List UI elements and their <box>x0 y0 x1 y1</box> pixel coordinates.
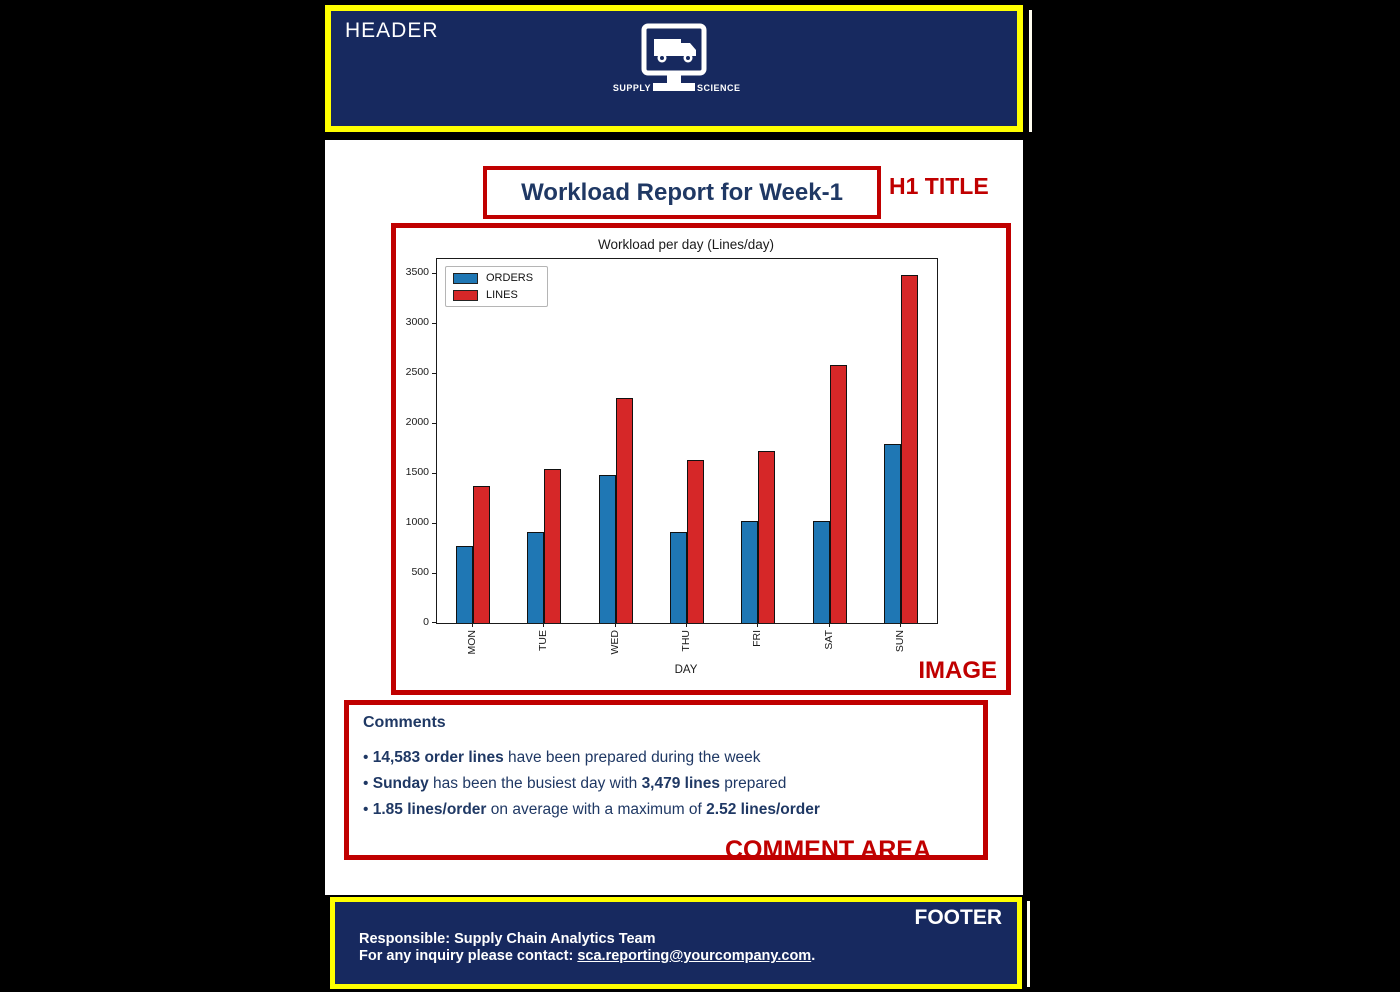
legend-entry-lines: LINES <box>453 289 533 301</box>
comment-bullet: • 1.85 lines/order on average with a max… <box>363 801 820 818</box>
header-label: HEADER <box>345 19 439 42</box>
y-tick-mark <box>432 473 437 474</box>
y-tick-mark <box>432 373 437 374</box>
image-annotation: IMAGE <box>918 657 997 684</box>
x-tick-mark <box>471 623 473 627</box>
y-tick-mark <box>432 622 437 623</box>
x-tick-mon: MON <box>436 623 507 663</box>
legend-entry-orders: ORDERS <box>453 272 533 284</box>
header-shadow-artifact <box>1029 10 1032 132</box>
footer-text: Responsible: Supply Chain Analytics Team… <box>359 931 815 965</box>
chart-legend: ORDERS LINES <box>445 266 549 307</box>
y-tick-mark <box>432 573 437 574</box>
comment-area-annotation: COMMENT AREA <box>725 836 932 864</box>
x-tick-label: THU <box>679 630 692 652</box>
bar-orders-tue <box>527 532 545 623</box>
x-tick-tue: TUE <box>507 623 578 663</box>
footer-shadow-artifact <box>1027 901 1030 987</box>
report-body: Workload Report for Week-1 H1 TITLE Work… <box>325 140 1023 895</box>
y-tick-label: 2500 <box>405 366 429 378</box>
bar-lines-sat <box>829 364 847 623</box>
footer-label: FOOTER <box>914 906 1003 929</box>
chart-title: Workload per day (Lines/day) <box>597 237 775 252</box>
bar-orders-sun <box>884 444 902 623</box>
y-tick-label: 3000 <box>405 316 429 328</box>
legend-label: LINES <box>486 289 518 301</box>
bar-group-sat <box>794 364 865 623</box>
comments-box: Comments • 14,583 order lines have been … <box>344 700 988 860</box>
bar-group-thu <box>651 459 722 623</box>
chart-image-box: Workload per day (Lines/day) ORDERS LINES… <box>391 223 1011 695</box>
footer-panel: FOOTER Responsible: Supply Chain Analyti… <box>330 897 1022 989</box>
chart-plot: ORDERS LINES 0 500 1000 1500 2000 2500 3000 3500 <box>406 258 938 628</box>
bar-lines-tue <box>544 468 562 623</box>
x-tick-mark <box>614 623 616 627</box>
bar-group-sun <box>866 275 937 623</box>
supply-science-logo: SUPPLY SCIENCE <box>613 23 741 93</box>
legend-swatch-orders <box>453 272 478 284</box>
y-tick-mark <box>432 323 437 324</box>
bar-orders-thu <box>669 532 687 623</box>
y-tick-label: 1500 <box>405 466 429 478</box>
bar-lines-mon <box>472 486 490 623</box>
report-title: Workload Report for Week-1 <box>521 178 843 206</box>
x-tick-thu: THU <box>650 623 721 663</box>
bar-lines-sun <box>901 275 919 623</box>
chart-xlabels: MON TUE WED THU FRI SAT SUN <box>436 623 936 663</box>
x-tick-wed: WED <box>579 623 650 663</box>
comments-heading: Comments <box>363 714 446 731</box>
bar-lines-fri <box>758 450 776 623</box>
x-tick-fri: FRI <box>722 623 793 663</box>
report-title-box: Workload Report for Week-1 <box>483 166 881 219</box>
legend-label: ORDERS <box>486 272 534 284</box>
bar-lines-wed <box>615 398 633 623</box>
comments-list: • 14,583 order lines have been prepared … <box>363 745 969 823</box>
y-tick-label: 2000 <box>405 416 429 428</box>
x-tick-sun: SUN <box>865 623 936 663</box>
x-tick-label: WED <box>608 630 621 655</box>
y-tick-mark <box>432 423 437 424</box>
bar-groups <box>437 259 937 623</box>
bar-group-wed <box>580 398 651 623</box>
x-tick-mark <box>828 623 830 627</box>
y-tick-mark <box>432 273 437 274</box>
chart-xaxis-label: DAY <box>674 664 698 676</box>
x-tick-label: MON <box>465 630 478 655</box>
comment-bullet: • 14,583 order lines have been prepared … <box>363 749 761 766</box>
bar-orders-fri <box>741 521 759 623</box>
x-tick-label: SUN <box>894 630 907 653</box>
logo-science-text: SCIENCE <box>697 83 741 93</box>
x-tick-mark <box>757 623 759 627</box>
bar-group-tue <box>508 468 579 623</box>
bar-lines-thu <box>686 459 704 623</box>
header-panel: HEADER SUPPLY SCIENCE <box>325 5 1023 132</box>
monitor-truck-icon <box>641 23 707 91</box>
x-tick-label: SAT <box>822 630 835 650</box>
x-tick-label: TUE <box>537 630 550 651</box>
bar-group-mon <box>437 486 508 623</box>
x-tick-sat: SAT <box>793 623 864 663</box>
y-tick-label: 0 <box>423 616 429 628</box>
bar-group-fri <box>723 450 794 623</box>
h1-title-annotation: H1 TITLE <box>889 173 989 199</box>
y-tick-label: 500 <box>411 566 429 578</box>
comment-bullet: • Sunday has been the busiest day with 3… <box>363 775 787 792</box>
x-tick-label: FRI <box>751 630 764 647</box>
bar-orders-wed <box>598 475 616 623</box>
bar-orders-sat <box>812 520 830 623</box>
contact-email-link[interactable]: sca.reporting@yourcompany.com <box>577 948 812 964</box>
footer-contact-line: For any inquiry please contact: sca.repo… <box>359 948 816 964</box>
footer-responsible-line: Responsible: Supply Chain Analytics Team <box>359 931 656 947</box>
y-tick-label: 3500 <box>405 266 429 278</box>
y-tick-label: 1000 <box>405 516 429 528</box>
legend-swatch-lines <box>453 289 478 301</box>
x-tick-mark <box>543 623 545 627</box>
bar-orders-mon <box>455 545 473 623</box>
x-tick-mark <box>685 623 687 627</box>
x-tick-mark <box>900 623 902 627</box>
logo-supply-text: SUPPLY <box>613 83 651 93</box>
y-tick-mark <box>432 523 437 524</box>
